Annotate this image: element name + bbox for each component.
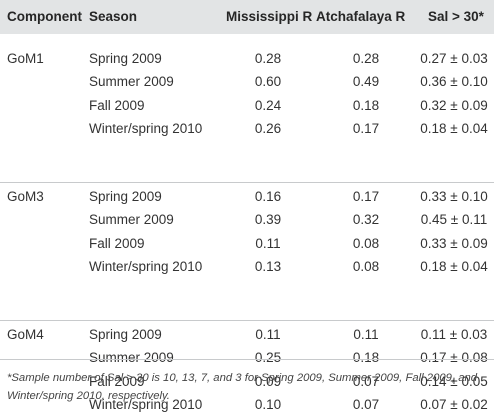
season-cell: Spring 2009 [89, 51, 162, 66]
atchafalaya-cell: 0.18 [352, 350, 380, 366]
season-cell: Summer 2009 [89, 350, 174, 366]
salinity-cell: 0.14 ± 0.05 [420, 373, 488, 389]
atchafalaya-cell: 0.18 [352, 97, 380, 113]
mississippi-cell: 0.39 [254, 212, 282, 228]
salinity-cell: 0.36 ± 0.10 [420, 74, 488, 90]
mississippi-cell: 0.24 [254, 97, 282, 113]
mississippi-cell: 0.28 [254, 51, 282, 66]
component-label: GoM4 [7, 327, 44, 342]
component-label: GoM1 [7, 51, 44, 66]
season-cell: Fall 2009 [89, 97, 145, 113]
season-cell: Summer 2009 [89, 212, 174, 228]
salinity-cell: 0.18 ± 0.04 [420, 258, 488, 274]
atchafalaya-cell: 0.32 [352, 212, 380, 228]
footnote-divider [0, 359, 494, 360]
mississippi-cell: 0.13 [254, 258, 282, 274]
season-cell: Spring 2009 [89, 189, 162, 204]
season-cell: Winter/spring 2010 [89, 396, 203, 412]
group-divider [0, 320, 494, 321]
season-cell: Spring 2009 [89, 327, 162, 342]
atchafalaya-cell: 0.08 [352, 235, 380, 251]
mississippi-cell: 0.11 [255, 327, 281, 342]
table-footnote: *Sample number of Sal > 30 is 10, 13, 7,… [7, 372, 478, 402]
group-divider [0, 182, 494, 183]
atchafalaya-cell: 0.11 [353, 327, 379, 342]
salinity-cell: 0.32 ± 0.09 [420, 97, 488, 113]
component-label: GoM3 [7, 189, 44, 204]
atchafalaya-cell: 0.17 [352, 189, 380, 204]
mississippi-cell: 0.10 [254, 396, 282, 412]
salinity-cell: 0.45 ± 0.11 [420, 212, 488, 228]
atchafalaya-cell: 0.08 [352, 258, 380, 274]
atchafalaya-cell: 0.49 [352, 74, 380, 90]
salinity-cell: 0.33 ± 0.09 [420, 235, 488, 251]
mississippi-cell: 0.60 [254, 74, 282, 90]
header-atchafalaya: Atchafalaya R [316, 9, 406, 24]
salinity-cell: 0.33 ± 0.10 [420, 189, 488, 204]
season-cell: Winter/spring 2010 [89, 120, 203, 136]
atchafalaya-cell: 0.07 [352, 396, 380, 412]
atchafalaya-cell: 0.28 [352, 51, 380, 66]
mississippi-cell: 0.16 [254, 189, 282, 204]
salinity-cell: 0.18 ± 0.04 [420, 120, 488, 136]
atchafalaya-cell: 0.07 [352, 373, 380, 389]
salinity-cell: 0.17 ± 0.08 [420, 350, 488, 366]
header-mississippi: Mississippi R [226, 9, 313, 24]
header-component: Component [7, 9, 82, 24]
mississippi-cell: 0.11 [255, 235, 281, 251]
season-cell: Summer 2009 [89, 74, 174, 90]
atchafalaya-cell: 0.17 [352, 120, 380, 136]
salinity-cell: 0.07 ± 0.02 [420, 396, 488, 412]
mississippi-cell: 0.09 [254, 373, 282, 389]
table-header: Component Season Mississippi R Atchafala… [0, 0, 494, 34]
header-salinity: Sal > 30* [428, 9, 484, 24]
mississippi-cell: 0.25 [254, 350, 282, 366]
season-cell: Fall 2009 [89, 373, 145, 389]
season-cell: Winter/spring 2010 [89, 258, 203, 274]
mississippi-cell: 0.26 [254, 120, 282, 136]
header-season: Season [89, 9, 138, 24]
salinity-cell: 0.27 ± 0.03 [420, 51, 488, 66]
salinity-cell: 0.11 ± 0.03 [420, 327, 488, 342]
season-cell: Fall 2009 [89, 235, 145, 251]
